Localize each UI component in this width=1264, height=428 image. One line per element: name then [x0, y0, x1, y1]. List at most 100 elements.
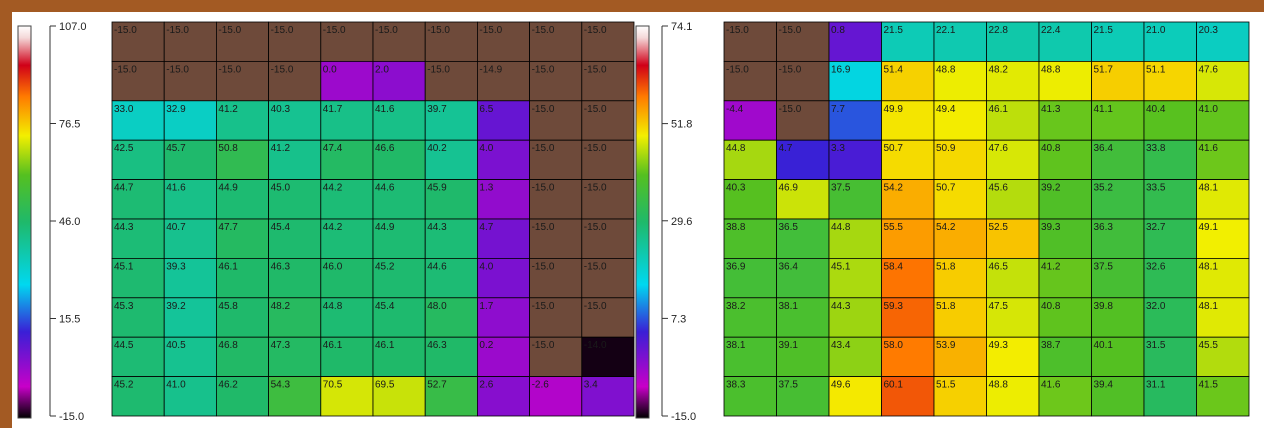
- heatmap-1-cell-label: 45.1: [114, 261, 134, 272]
- heatmap-2-cell-label: 38.1: [726, 340, 746, 351]
- scale-labels-left: 107.0 76.5 46.0 15.5 -15.0: [50, 21, 87, 423]
- heatmap-1-cell-label: -15.0: [584, 104, 607, 115]
- heatmap-2-cell-label: 41.0: [1199, 104, 1219, 115]
- heatmap-1-cell-label: 48.0: [427, 301, 447, 312]
- heatmap-2-cell-label: 60.1: [884, 380, 904, 391]
- heatmap-1-cell: [372, 297, 426, 338]
- heatmap-2-cell-label: 33.5: [1146, 183, 1166, 194]
- heatmap-2-cell-label: 52.5: [989, 222, 1009, 233]
- heatmap-2-cell: [1091, 336, 1145, 378]
- heatmap-2-cell-label: 32.0: [1146, 301, 1166, 312]
- heatmap-2-cell-label: 49.6: [831, 380, 851, 391]
- heatmap-2-cell: [881, 297, 935, 338]
- heatmap-2-cell-label: 39.4: [1094, 380, 1114, 391]
- heatmap-2-cell-label: 32.6: [1146, 261, 1166, 272]
- heatmap-2-cell-label: 37.5: [1094, 261, 1114, 272]
- heatmap-2-cell: [881, 139, 935, 180]
- heatmap-2-cell-label: 47.6: [1199, 64, 1219, 75]
- heatmap-2-cell: [828, 21, 882, 62]
- heatmap-2-cell-label: 32.7: [1146, 222, 1166, 233]
- heatmap-1-cell: [476, 218, 530, 259]
- heatmap-2-cell-label: 46.9: [779, 183, 799, 194]
- heatmap-2-cell-label: 46.1: [989, 104, 1009, 115]
- heatmap-1-cell-label: 42.5: [114, 143, 134, 154]
- heatmap-1-cell-label: 4.7: [479, 222, 493, 233]
- heatmap-1-cell-label: -15.0: [584, 183, 607, 194]
- heatmap-2-cell-label: 44.8: [726, 143, 746, 154]
- heatmap-2-cell: [1038, 336, 1092, 378]
- heatmap-2-cell: [986, 61, 1040, 102]
- heatmap-1-cell-label: 3.4: [584, 380, 598, 391]
- heatmap-1-cell: [215, 21, 269, 62]
- heatmap-1-cell-label: -15.0: [218, 25, 241, 36]
- heatmap-1-cell-label: -15.0: [166, 25, 189, 36]
- heatmap-1-cell-label: 47.7: [218, 222, 238, 233]
- heatmap-2-cell-label: 39.8: [1094, 301, 1114, 312]
- heatmap-2-cell-label: -15.0: [726, 25, 749, 36]
- heatmap-2-cell-label: 36.3: [1094, 222, 1114, 233]
- heatmap-1-cell-label: -15.0: [532, 183, 555, 194]
- heatmap-1-cell-label: 2.6: [479, 380, 493, 391]
- heatmap-1-cell-label: -15.0: [584, 301, 607, 312]
- heatmap-2-cell: [723, 139, 777, 180]
- heatmap-2-cell-label: 41.6: [1199, 143, 1219, 154]
- heatmap-2-cell-label: 48.2: [989, 64, 1009, 75]
- heatmap-2-cell: [986, 21, 1040, 62]
- heatmap-1-cell-label: 70.5: [323, 380, 343, 391]
- heatmap-1-cell: [163, 179, 217, 220]
- heatmap-1-cell: [215, 139, 269, 180]
- heatmap-1-cell: [529, 336, 583, 378]
- heatmap-1-cell-label: 44.9: [218, 183, 238, 194]
- heatmap-1-cell-label: 45.2: [375, 261, 395, 272]
- heatmap-2-cell: [776, 179, 830, 220]
- heatmap-1-cell: [111, 336, 165, 378]
- heatmap-1-cell: [476, 61, 530, 102]
- heatmap-2: -15.0 -15.0 0.8 21.5 22.1 22.8 22.4 21.5 21.0 20.…: [723, 21, 1250, 417]
- heatmap-1-cell-label: -15.0: [532, 25, 555, 36]
- heatmap-1-cell-label: 52.7: [427, 380, 447, 391]
- heatmap-1-cell-label: -15.0: [532, 301, 555, 312]
- heatmap-2-cell-label: 41.2: [1041, 261, 1061, 272]
- heatmap-2-cell: [1196, 297, 1250, 338]
- heatmap-2-cell-label: 39.1: [779, 340, 799, 351]
- heatmap-2-cell: [1091, 297, 1145, 338]
- heatmap-1-cell-label: 40.2: [427, 143, 447, 154]
- heatmap-2-cell: [933, 257, 987, 299]
- heatmap-2-cell-label: 47.6: [989, 143, 1009, 154]
- heatmap-1-cell-label: 44.8: [323, 301, 343, 312]
- heatmap-1-cell-label: 0.0: [323, 64, 337, 75]
- heatmap-2-cell: [723, 100, 777, 141]
- heatmap-2-cell-label: 36.9: [726, 261, 746, 272]
- heatmap-2-cell-label: 53.9: [936, 340, 956, 351]
- heatmap-1-cell: [111, 179, 165, 220]
- heatmap-2-cell: [828, 179, 882, 220]
- heatmap-2-cell-label: 37.5: [831, 183, 851, 194]
- heatmap-1-cell: [581, 297, 635, 338]
- heatmap-2-cell-label: 36.5: [779, 222, 799, 233]
- heatmap-1-cell: [111, 376, 165, 417]
- heatmap-1-cell: [163, 61, 217, 102]
- heatmap-1-cell-label: 41.2: [218, 104, 238, 115]
- heatmap-1-cell: [529, 218, 583, 259]
- heatmap-2-cell: [1143, 218, 1197, 259]
- heatmap-1-cell-label: -15.0: [427, 25, 450, 36]
- heatmap-2-cell: [986, 376, 1040, 417]
- heatmap-1-cell: [581, 218, 635, 259]
- heatmap-1-cell-label: 46.3: [427, 340, 447, 351]
- heatmap-2-cell-label: 21.5: [884, 25, 904, 36]
- heatmap-1-cell: [268, 100, 322, 141]
- heatmap-2-cell: [1143, 179, 1197, 220]
- heatmap-2-cell: [828, 336, 882, 378]
- heatmap-1-cell: [476, 376, 530, 417]
- heatmap-2-cell: [776, 139, 830, 180]
- heatmap-2-cell: [1091, 218, 1145, 259]
- heatmap-2-cell-label: 22.1: [936, 25, 956, 36]
- heatmap-1-cell-label: 39.2: [166, 301, 186, 312]
- heatmap-1-cell-label: 46.1: [375, 340, 395, 351]
- heatmap-2-cell-label: 35.2: [1094, 183, 1114, 194]
- heatmap-2-cell-label: 51.1: [1146, 64, 1166, 75]
- heatmap-1-cell-label: 2.0: [375, 64, 389, 75]
- heatmap-2-cell: [776, 376, 830, 417]
- heatmap-2-cell-label: 33.8: [1146, 143, 1166, 154]
- heatmap-2-cell-label: 22.4: [1041, 25, 1061, 36]
